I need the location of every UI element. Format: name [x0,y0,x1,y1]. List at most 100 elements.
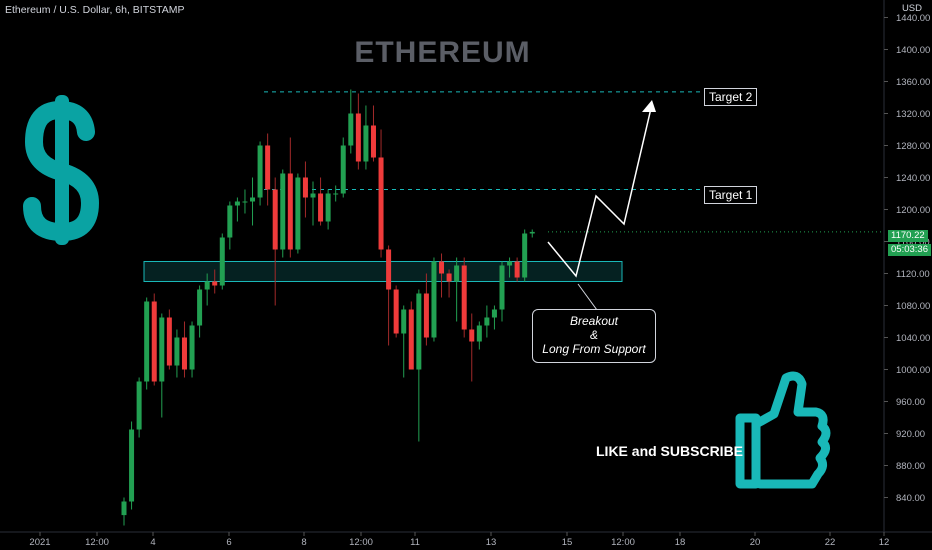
candle [499,261,505,322]
candle-body [363,125,369,162]
candle-body [257,145,263,198]
candle-body [325,193,331,222]
price-tick-label: 1200.00 [896,205,930,216]
candle [151,293,157,386]
candle-body [454,265,460,282]
candle-body [174,337,180,366]
candle [227,201,233,250]
bar-countdown-badge: 05:03:36 [888,244,931,256]
time-tick-label: 18 [675,537,686,548]
candle [121,497,127,526]
candle [219,233,225,290]
price-tick-label: 1000.00 [896,365,930,376]
candle [340,137,346,198]
candle [295,173,301,254]
candle [166,309,172,370]
candle [439,253,445,298]
candle-body [378,157,384,250]
support-zone [143,261,623,282]
candle [446,269,452,298]
candle [159,313,165,418]
candle-body [386,249,392,290]
price-tick-label: 1400.00 [896,45,930,56]
candle [272,177,278,306]
candle-body [310,193,316,198]
candle [491,305,497,330]
candle-body [189,325,195,370]
candle-body [431,261,437,338]
candle-body [446,273,452,282]
target-2-label: Target 2 [704,88,758,106]
candle [310,181,316,226]
candle [257,141,263,206]
candle-body [529,231,535,234]
candle [287,137,293,258]
candle-body [151,301,157,382]
candle [408,301,414,370]
candle-body [401,309,407,334]
time-tick-label: 6 [226,537,231,548]
price-tick-label: 1240.00 [896,173,930,184]
candle-body [514,261,520,278]
candle-body [250,197,256,202]
candle [378,129,384,258]
candle [174,329,180,378]
candle-body [121,501,127,516]
candle [363,105,369,170]
dollar-sign-icon [23,95,100,245]
candle [204,273,210,306]
time-tick-label: 22 [825,537,836,548]
candle-body [242,201,248,203]
candle-body [522,233,528,278]
candle-body [272,189,278,250]
symbol-header: Ethereum / U.S. Dollar, 6h, BITSTAMP [5,4,185,16]
candle [302,161,308,218]
candle [234,197,240,222]
candle [476,321,482,350]
projection-path [547,103,653,278]
time-tick-label: 20 [750,537,761,548]
candle [129,421,135,510]
candle [325,189,331,230]
candle [393,285,399,338]
time-tick-label: 12 [879,537,890,548]
price-tick-label: 1440.00 [896,13,930,24]
candle [401,305,407,378]
time-axis: 2021 12:00 4 6 8 12:00 11 13 15 12:00 18 20 22 12 [29,532,889,548]
breakout-line-1: Breakout [569,314,619,328]
candle [431,257,437,342]
candle [514,257,520,282]
candle-body [197,289,203,326]
candle-body [507,261,513,266]
candle-body [166,317,172,366]
target-levels [264,91,700,190]
target-1-label: Target 1 [704,186,758,204]
time-tick-label: 12:00 [611,537,635,548]
price-axis: 840.00 880.00 920.00 960.00 1000.00 1040.00 10… [884,13,930,504]
candle [461,257,467,338]
candle-body [370,125,376,158]
candle-body [318,193,324,222]
candle-body [439,261,445,274]
breakout-note: Breakout & Long From Support [532,309,656,363]
candle-body [469,329,475,342]
candle-body [287,173,293,250]
candle-body [393,289,399,334]
price-tick-label: 840.00 [896,493,925,504]
candle-series [121,89,884,526]
candle-body [265,145,271,190]
candle-body [491,309,497,318]
candle [386,245,392,346]
time-tick-label: 2021 [29,537,50,548]
candle-body [461,265,467,330]
candle [333,185,339,202]
price-tick-label: 1040.00 [896,333,930,344]
candle [529,229,535,238]
candle [136,377,142,438]
candle [454,257,460,322]
candle [416,289,422,442]
candle-body [484,317,490,326]
price-tick-label: 880.00 [896,461,925,472]
candle [318,177,324,226]
